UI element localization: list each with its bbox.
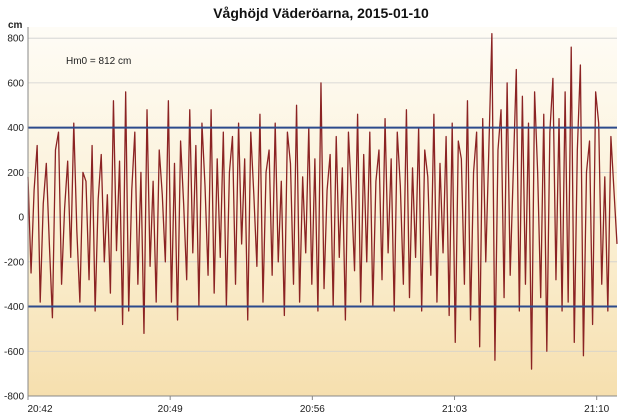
y-tick-label: -400 [4, 302, 24, 313]
chart-title: Våghöjd Väderöarna, 2015-01-10 [213, 5, 429, 21]
x-tick-label: 20:42 [27, 404, 52, 415]
x-tick-label: 20:49 [158, 404, 183, 415]
y-tick-label: 400 [7, 123, 24, 134]
y-tick-label: -600 [4, 347, 24, 358]
x-tick-label: 21:10 [584, 404, 609, 415]
x-tick-labels: 20:42 20:49 20:56 21:03 21:10 [27, 396, 610, 415]
y-tick-label: 600 [7, 78, 24, 89]
y-tick-label: -800 [4, 392, 24, 403]
x-tick-label: 20:56 [300, 404, 325, 415]
x-tick-label: 21:03 [442, 404, 467, 415]
hm0-annotation: Hm0 = 812 cm [66, 56, 131, 67]
y-unit-label: cm [8, 20, 23, 31]
reference-lines [28, 126, 617, 308]
y-tick-label: 800 [7, 34, 24, 45]
y-tick-label: -200 [4, 257, 24, 268]
y-tick-label: 200 [7, 168, 24, 179]
y-tick-label: 0 [18, 213, 24, 224]
y-tick-labels: 800 600 400 200 0 -200 -400 -600 -800 [4, 34, 24, 403]
